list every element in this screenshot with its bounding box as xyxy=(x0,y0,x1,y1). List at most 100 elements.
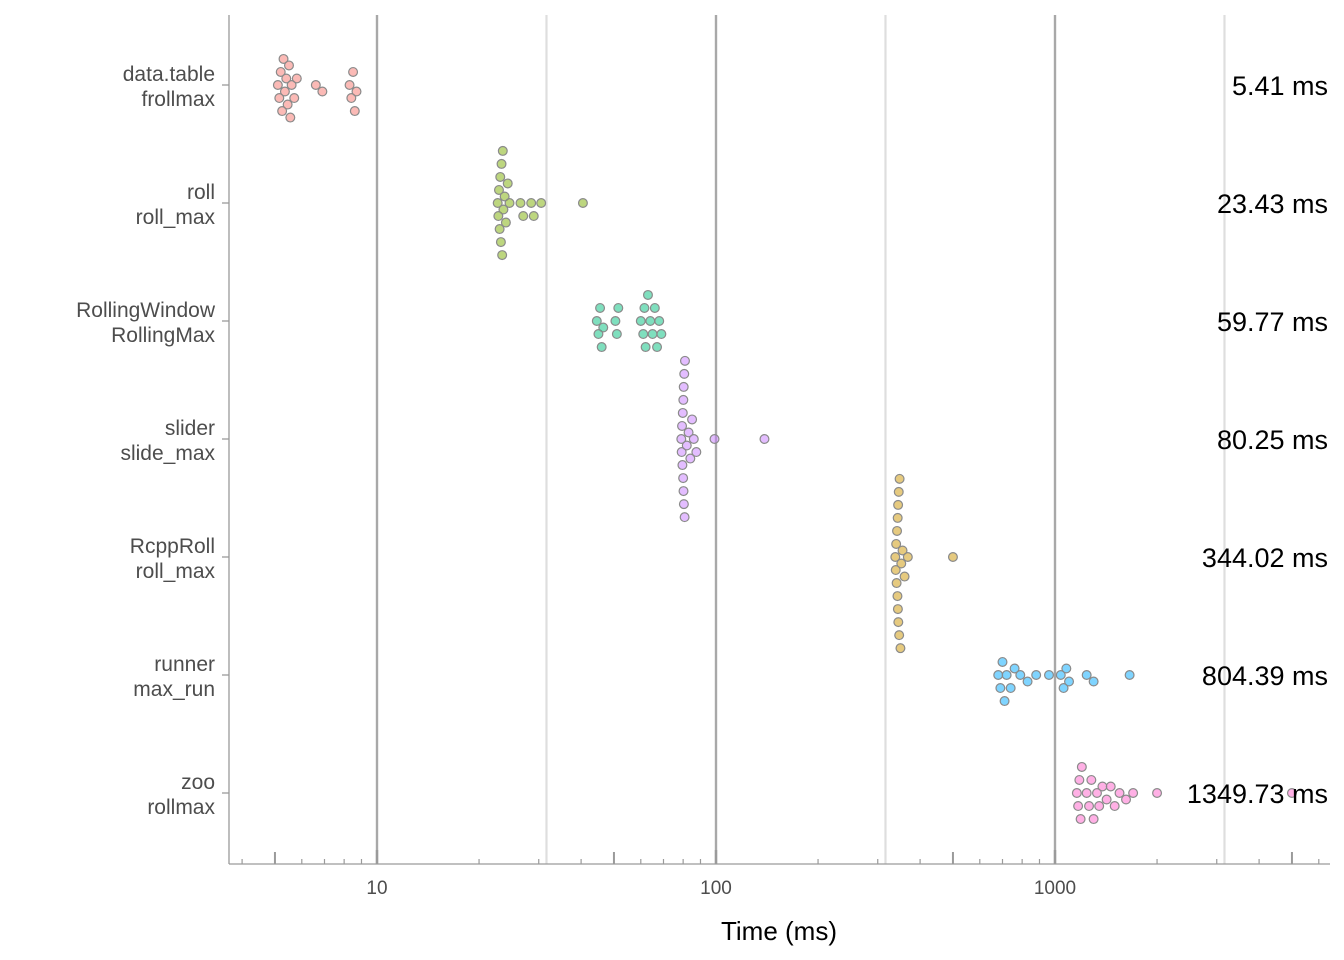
data-point xyxy=(678,499,689,510)
series-name: zoo xyxy=(181,771,215,794)
data-point xyxy=(1286,787,1297,798)
data-point xyxy=(613,302,624,313)
median-label: 344.02 ms xyxy=(1202,543,1328,573)
data-point xyxy=(577,198,588,209)
data-point xyxy=(518,211,529,222)
data-point xyxy=(892,512,903,523)
data-point xyxy=(899,571,910,582)
data-point xyxy=(348,66,359,77)
x-axis-title: Time (ms) xyxy=(721,916,837,946)
data-point xyxy=(498,204,509,215)
data-point xyxy=(495,171,506,182)
data-point xyxy=(1074,774,1085,785)
data-point xyxy=(492,198,503,209)
data-point xyxy=(639,302,650,313)
data-point xyxy=(286,79,297,90)
median-label: 80.25 ms xyxy=(1217,425,1328,455)
data-point xyxy=(317,86,328,97)
data-point xyxy=(677,460,688,471)
data-point xyxy=(997,656,1008,667)
data-point xyxy=(493,184,504,195)
data-point xyxy=(504,198,515,209)
data-point xyxy=(892,604,903,615)
method-name: max_run xyxy=(133,678,215,701)
data-point xyxy=(344,79,355,90)
method-name: roll_max xyxy=(136,206,216,229)
y-tick-label: slider slide_max xyxy=(120,417,215,465)
data-point xyxy=(1101,794,1112,805)
series-name: RollingWindow xyxy=(76,299,216,322)
data-point xyxy=(679,512,690,523)
data-point xyxy=(500,217,511,228)
data-point xyxy=(709,434,720,445)
data-point xyxy=(1121,794,1132,805)
data-point xyxy=(536,198,547,209)
data-point xyxy=(515,198,526,209)
data-point xyxy=(679,355,690,366)
data-point xyxy=(892,525,903,536)
data-point xyxy=(1064,676,1075,687)
data-point xyxy=(1124,669,1135,680)
y-tick-label: RollingWindow RollingMax xyxy=(76,299,216,347)
data-point xyxy=(891,578,902,589)
data-point xyxy=(1005,683,1016,694)
data-point xyxy=(685,453,696,464)
y-tick-label: roll roll_max xyxy=(136,181,216,229)
data-point xyxy=(647,329,658,340)
data-point xyxy=(591,316,602,327)
data-point xyxy=(947,551,958,562)
data-point xyxy=(1009,663,1020,674)
data-point xyxy=(495,237,506,248)
data-point xyxy=(891,538,902,549)
data-point xyxy=(1114,787,1125,798)
data-point xyxy=(595,302,606,313)
median-label: 59.77 ms xyxy=(1217,307,1328,337)
x-axis: 10 100 1000 xyxy=(241,850,1320,899)
y-tick-label: data.table frollmax xyxy=(123,63,216,111)
data-point xyxy=(688,434,699,445)
series-name: RcppRoll xyxy=(130,535,215,558)
data-point xyxy=(351,86,362,97)
data-point xyxy=(902,551,913,562)
data-point xyxy=(278,53,289,64)
data-point xyxy=(652,342,663,353)
data-point xyxy=(526,198,537,209)
method-name: RollingMax xyxy=(111,324,215,347)
data-point xyxy=(645,316,656,327)
data-point xyxy=(528,211,539,222)
data-point xyxy=(611,329,622,340)
data-point xyxy=(349,106,360,117)
median-label: 1349.73 ms xyxy=(1187,779,1328,809)
median-label: 5.41 ms xyxy=(1232,71,1328,101)
data-point xyxy=(1022,676,1033,687)
data-point xyxy=(1128,787,1139,798)
y-tick-label: zoo rollmax xyxy=(147,771,215,819)
x-tick-label: 100 xyxy=(700,878,732,899)
data-point xyxy=(346,93,357,104)
data-point xyxy=(610,316,621,327)
y-axis-labels: data.table frollmax roll roll_max RollingWin… xyxy=(76,63,229,819)
data-point xyxy=(1086,774,1097,785)
data-point xyxy=(678,473,689,484)
y-tick-label: runner max_run xyxy=(133,653,215,701)
data-point xyxy=(1073,801,1084,812)
median-label: 804.39 ms xyxy=(1202,661,1328,691)
data-point xyxy=(596,342,607,353)
data-point xyxy=(275,66,286,77)
series-name: data.table xyxy=(123,63,215,86)
data-point xyxy=(656,329,667,340)
data-point xyxy=(995,683,1006,694)
data-point xyxy=(274,93,285,104)
data-point xyxy=(893,499,904,510)
data-point xyxy=(894,473,905,484)
method-name: roll_max xyxy=(136,560,216,583)
data-point xyxy=(681,440,692,451)
data-point xyxy=(1088,676,1099,687)
data-point xyxy=(890,565,901,576)
method-name: slide_max xyxy=(120,442,215,465)
data-point xyxy=(635,316,646,327)
data-point xyxy=(1031,669,1042,680)
data-point xyxy=(894,630,905,641)
data-point xyxy=(676,434,687,445)
